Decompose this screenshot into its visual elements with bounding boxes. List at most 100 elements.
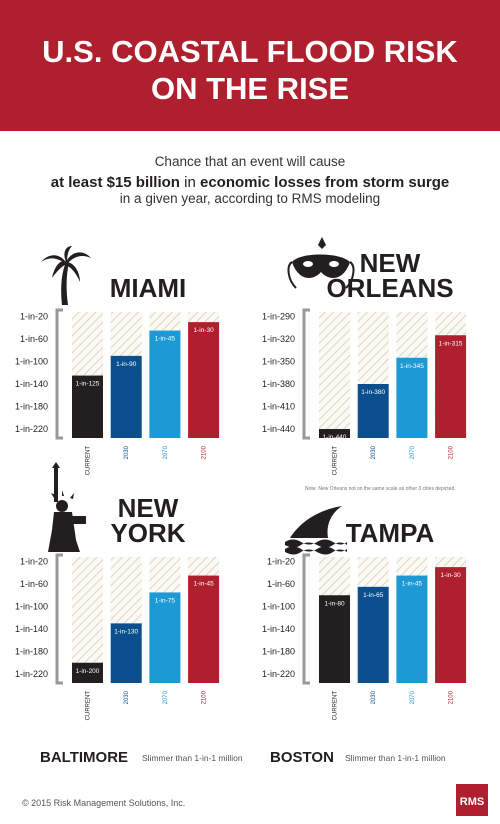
bar [149,330,181,438]
logo: RMS [460,796,484,808]
y-tick-label: 1-in-100 [15,602,48,612]
title: ON THE RISE [151,71,349,106]
subtitle: in a given year, according to RMS modeli… [120,191,380,206]
city-title: TAMPA [346,518,435,548]
x-tick-label: 2100 [202,445,208,459]
city-title: NEW [118,493,179,523]
x-tick-label: 2030 [371,445,377,459]
bar [110,623,142,683]
y-tick-label: 1-in-20 [267,557,295,567]
y-tick-label: 1-in-350 [262,357,295,367]
axis-bracket [55,553,63,685]
bar [319,595,350,683]
city-title: ORLEANS [326,273,453,303]
y-tick-label: 1-in-20 [20,312,48,322]
y-tick-label: 1-in-380 [262,379,295,389]
palm-icon [41,246,91,305]
x-tick-label: CURRENT [86,691,92,721]
value-label: 1-in-80 [324,600,345,607]
bar [188,322,220,438]
city-title: YORK [110,518,185,548]
y-tick-label: 1-in-140 [15,379,48,389]
subtitle: at least $15 billion in economic losses … [51,174,450,191]
axis-bracket [302,308,310,440]
y-tick-label: 1-in-180 [15,402,48,412]
y-tick-label: 1-in-440 [262,424,295,434]
value-label: 1-in-45 [402,581,423,588]
x-tick-label: 2070 [163,690,169,704]
bar-background [319,312,350,438]
bar [396,357,428,438]
y-tick-label: 1-in-180 [262,647,295,657]
x-tick-label: CURRENT [86,446,92,476]
bar [72,375,103,438]
subtitle-text: in [184,174,196,191]
bar-background [72,557,103,683]
y-tick-label: 1-in-100 [15,357,48,367]
value-label: 1-in-345 [400,363,424,370]
x-tick-label: CURRENT [333,691,339,721]
y-tick-label: 1-in-140 [262,624,295,634]
bar [149,592,181,683]
title: U.S. COASTAL FLOOD RISK [42,34,458,69]
city-risk: Slimmer than 1-in-1 million [142,753,243,763]
value-label: 1-in-315 [439,340,463,347]
y-tick-label: 1-in-290 [262,312,295,322]
city-title: NEW [360,248,421,278]
city-title: MIAMI [110,273,187,303]
note: Note: New Orleans not on the same scale … [305,486,456,492]
value-label: 1-in-440 [323,434,347,441]
copyright: © 2015 Risk Management Solutions, Inc. [22,798,185,808]
axis-bracket [302,553,310,685]
y-tick-label: 1-in-220 [15,424,48,434]
value-label: 1-in-200 [76,668,100,675]
axis-bracket [55,308,63,440]
x-tick-label: CURRENT [333,446,339,476]
x-tick-label: 2100 [449,445,455,459]
value-label: 1-in-30 [193,327,214,334]
header-band [0,0,500,131]
y-tick-label: 1-in-220 [15,669,48,679]
value-label: 1-in-130 [114,628,138,635]
city-name: BALTIMORE [40,749,128,766]
shark-icon [285,506,347,555]
y-tick-label: 1-in-410 [262,402,295,412]
subtitle-bold: economic losses from storm surge [200,174,449,191]
mask-icon [287,237,355,289]
x-tick-label: 2070 [410,690,416,704]
bar [357,586,389,683]
bar [435,567,467,683]
value-label: 1-in-125 [76,381,100,388]
y-tick-label: 1-in-60 [20,334,48,344]
value-label: 1-in-75 [155,597,176,604]
value-label: 1-in-30 [440,572,461,579]
bar [72,662,103,683]
bar [396,575,428,683]
x-tick-label: 2070 [410,445,416,459]
subtitle-bold: at least $15 billion [51,174,180,191]
bar [435,335,467,438]
x-tick-label: 2030 [124,445,130,459]
y-tick-label: 1-in-180 [15,647,48,657]
x-tick-label: 2030 [124,690,130,704]
bar [319,429,350,438]
y-tick-label: 1-in-140 [15,624,48,634]
y-tick-label: 1-in-220 [262,669,295,679]
value-label: 1-in-90 [116,361,137,368]
subtitle: Chance that an event will cause [155,154,346,169]
value-label: 1-in-380 [361,389,385,396]
x-tick-label: 2030 [371,690,377,704]
y-tick-label: 1-in-60 [20,579,48,589]
x-tick-label: 2100 [449,690,455,704]
value-label: 1-in-65 [363,592,384,599]
bar [188,575,220,683]
logo-box [456,784,488,816]
bar [110,355,142,438]
value-label: 1-in-45 [155,336,176,343]
bar [357,384,389,438]
y-tick-label: 1-in-60 [267,579,295,589]
x-tick-label: 2070 [163,445,169,459]
city-risk: Slimmer than 1-in-1 million [345,753,446,763]
y-tick-label: 1-in-100 [262,602,295,612]
